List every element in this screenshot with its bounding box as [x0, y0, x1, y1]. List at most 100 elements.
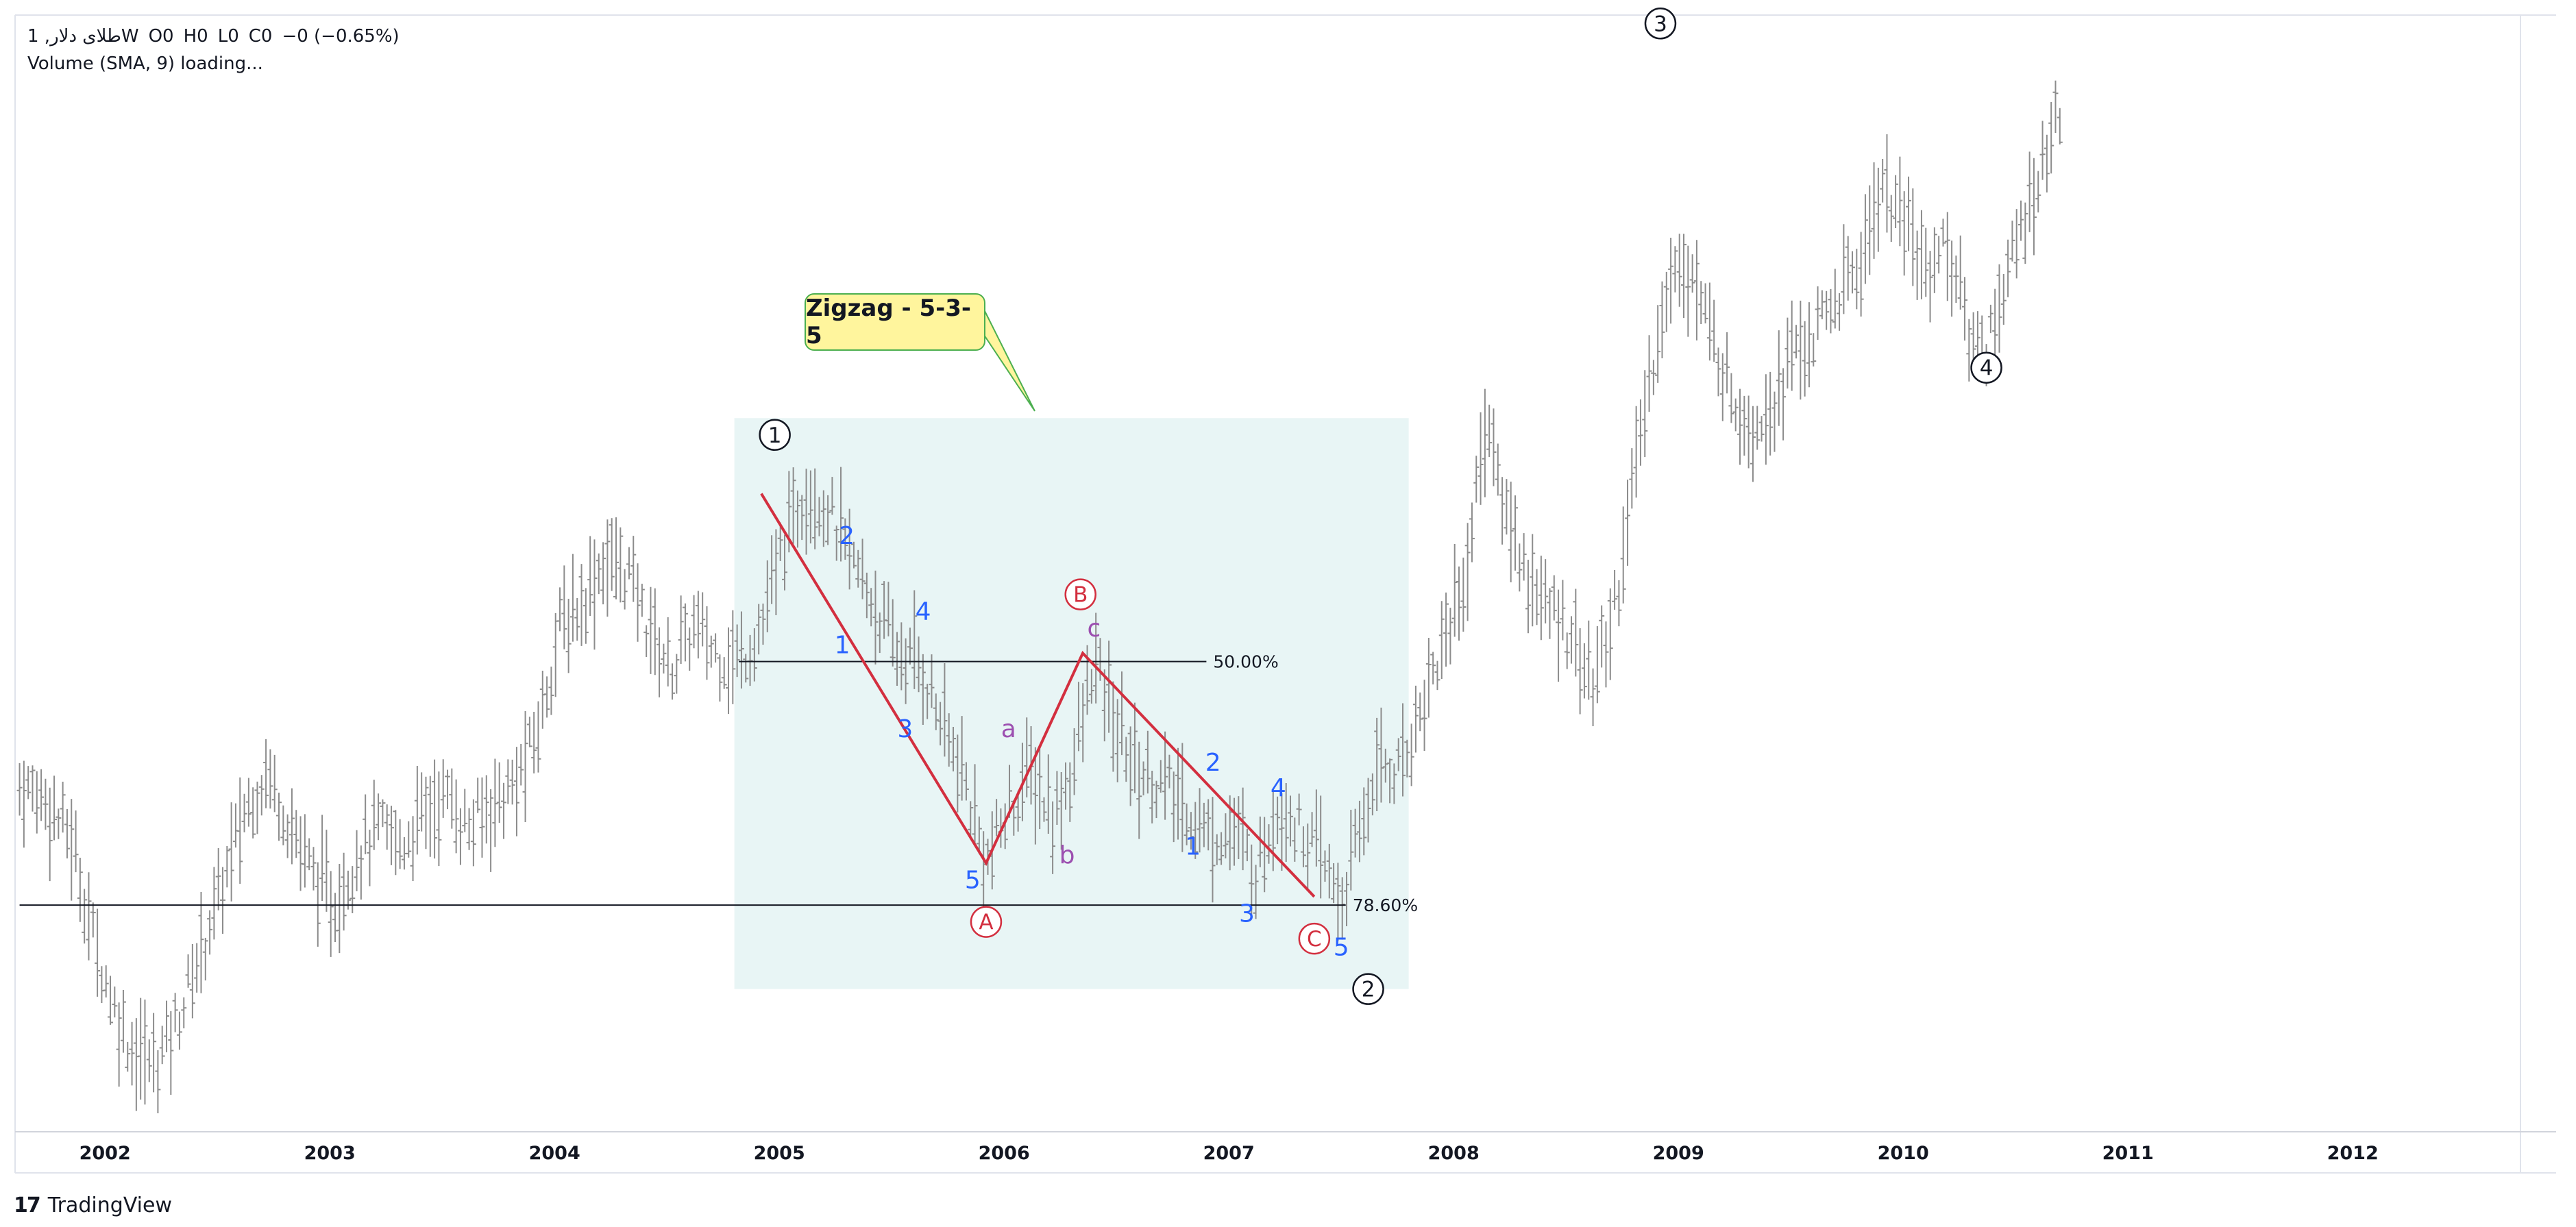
ohlc-bar [557, 587, 563, 632]
ohlc-bar [241, 793, 247, 832]
ohlc-bar [695, 591, 701, 659]
ohlc-bar [609, 518, 615, 591]
ohlc-bar [77, 858, 83, 922]
ohlc-bar [341, 852, 347, 931]
tradingview-brand[interactable]: 17 TradingView [14, 1193, 172, 1217]
ohlc-bar [2057, 108, 2063, 145]
ohlc-bar [1616, 580, 1622, 627]
ohlc-bar [1897, 156, 1903, 247]
ohlc-bar [674, 654, 680, 694]
ohlc-bar [1106, 641, 1112, 733]
ohlc-bar [1395, 738, 1401, 771]
ohlc-bar [1374, 717, 1380, 812]
ohlc-bar [1715, 347, 1721, 397]
brand-name: TradingView [47, 1193, 173, 1217]
ohlc-bar [1188, 812, 1194, 850]
ohlc-bar [176, 1011, 182, 1050]
ohlc-bar [2035, 171, 2041, 213]
ohlc-bar [833, 525, 839, 561]
zigzag-line[interactable] [760, 493, 1316, 898]
x-axis-tick-label: 2010 [1878, 1143, 1929, 1164]
ohlc-bar [1966, 319, 1972, 382]
ohlc-bar [436, 771, 442, 867]
ohlc-bar [1024, 717, 1030, 797]
ohlc-bar [1110, 681, 1116, 772]
ohlc-bar [258, 775, 265, 816]
ohlc-bar [358, 845, 364, 900]
ohlc-bar [574, 597, 580, 641]
ohlc-bar [1344, 871, 1350, 927]
ohlc-bar [1789, 300, 1795, 391]
ohlc-bar [2048, 101, 2054, 174]
ohlc-bar [1387, 758, 1393, 804]
ohlc-bar [1356, 800, 1362, 863]
ohlc-bar [1525, 559, 1531, 634]
ohlc-bar [2039, 121, 2046, 180]
ohlc-bar [90, 902, 96, 938]
ohlc-bar [159, 1026, 165, 1065]
ohlc-bar [1642, 370, 1648, 458]
ohlc-bar [2018, 200, 2024, 241]
wave-label: 3 [1239, 900, 1255, 928]
ohlc-bar [518, 743, 524, 786]
legend-symbol[interactable]: 1 ,طلای دلارW [27, 26, 139, 47]
ohlc-bar [773, 529, 779, 616]
ohlc-bar [1728, 373, 1734, 423]
ohlc-bar [1732, 398, 1739, 432]
ohlc-bar [522, 710, 528, 823]
ohlc-bar [336, 864, 343, 954]
ohlc-bar [1162, 731, 1168, 820]
ohlc-bar [146, 1039, 152, 1082]
ohlc-bar [708, 635, 714, 668]
ohlc-bar [1318, 795, 1324, 899]
ohlc-bar [1417, 692, 1423, 732]
ohlc-bar [1607, 588, 1613, 680]
ohlc-bar [1361, 787, 1367, 856]
ohlc-bar [1854, 249, 1860, 310]
legend-volume[interactable]: Volume (SMA, 9) loading... [27, 53, 263, 74]
ohlc-bar [25, 766, 32, 800]
ohlc-bar [1063, 762, 1069, 810]
ohlc-bar [302, 814, 308, 888]
ohlc-bar [1037, 745, 1043, 830]
ohlc-bar [1646, 335, 1652, 412]
ohlc-bar [1573, 588, 1579, 677]
ohlc-bar [2013, 209, 2020, 279]
wave-label: 3 [897, 715, 913, 743]
ohlc-bar [569, 554, 576, 642]
ohlc-bar [1093, 612, 1099, 704]
ohlc-bar [1348, 809, 1354, 891]
svg-text:3: 3 [1654, 12, 1667, 36]
fib-level-label: 78.60% [1353, 895, 1418, 915]
tradingview-logo-icon: 17 [14, 1193, 41, 1217]
ohlc-bar [449, 768, 455, 829]
ohlc-bar [850, 541, 857, 569]
ohlc-bar [1875, 167, 1881, 252]
wave-label: 2 [1205, 749, 1221, 777]
ohlc-bar [855, 549, 861, 588]
ohlc-bar [1824, 290, 1830, 330]
zigzag-callout[interactable]: Zigzag - 5-3-5 [805, 293, 985, 351]
ohlc-bar [457, 808, 463, 865]
ohlc-bar [1832, 269, 1838, 329]
wave-label-circled: 1 [759, 419, 791, 451]
ohlc-bar [1231, 797, 1238, 866]
ohlc-bar [591, 539, 598, 650]
ohlc-bar [1473, 456, 1480, 503]
ohlc-bar [1313, 789, 1319, 867]
ohlc-bar [1201, 802, 1207, 847]
ohlc-bar [950, 726, 957, 771]
ohlc-bar [194, 943, 200, 993]
ohlc-bar [920, 654, 926, 725]
ohlc-bar [526, 717, 532, 747]
ohlc-bar [289, 788, 295, 865]
ohlc-bar [47, 787, 53, 882]
ohlc-bar [535, 701, 541, 773]
wave-label-circled: 3 [1644, 8, 1677, 40]
ohlc-bar [994, 799, 1000, 836]
ohlc-bar [838, 467, 844, 562]
ohlc-bar [1434, 660, 1440, 691]
ohlc-bar [552, 612, 559, 697]
ohlc-bar [1041, 797, 1047, 822]
